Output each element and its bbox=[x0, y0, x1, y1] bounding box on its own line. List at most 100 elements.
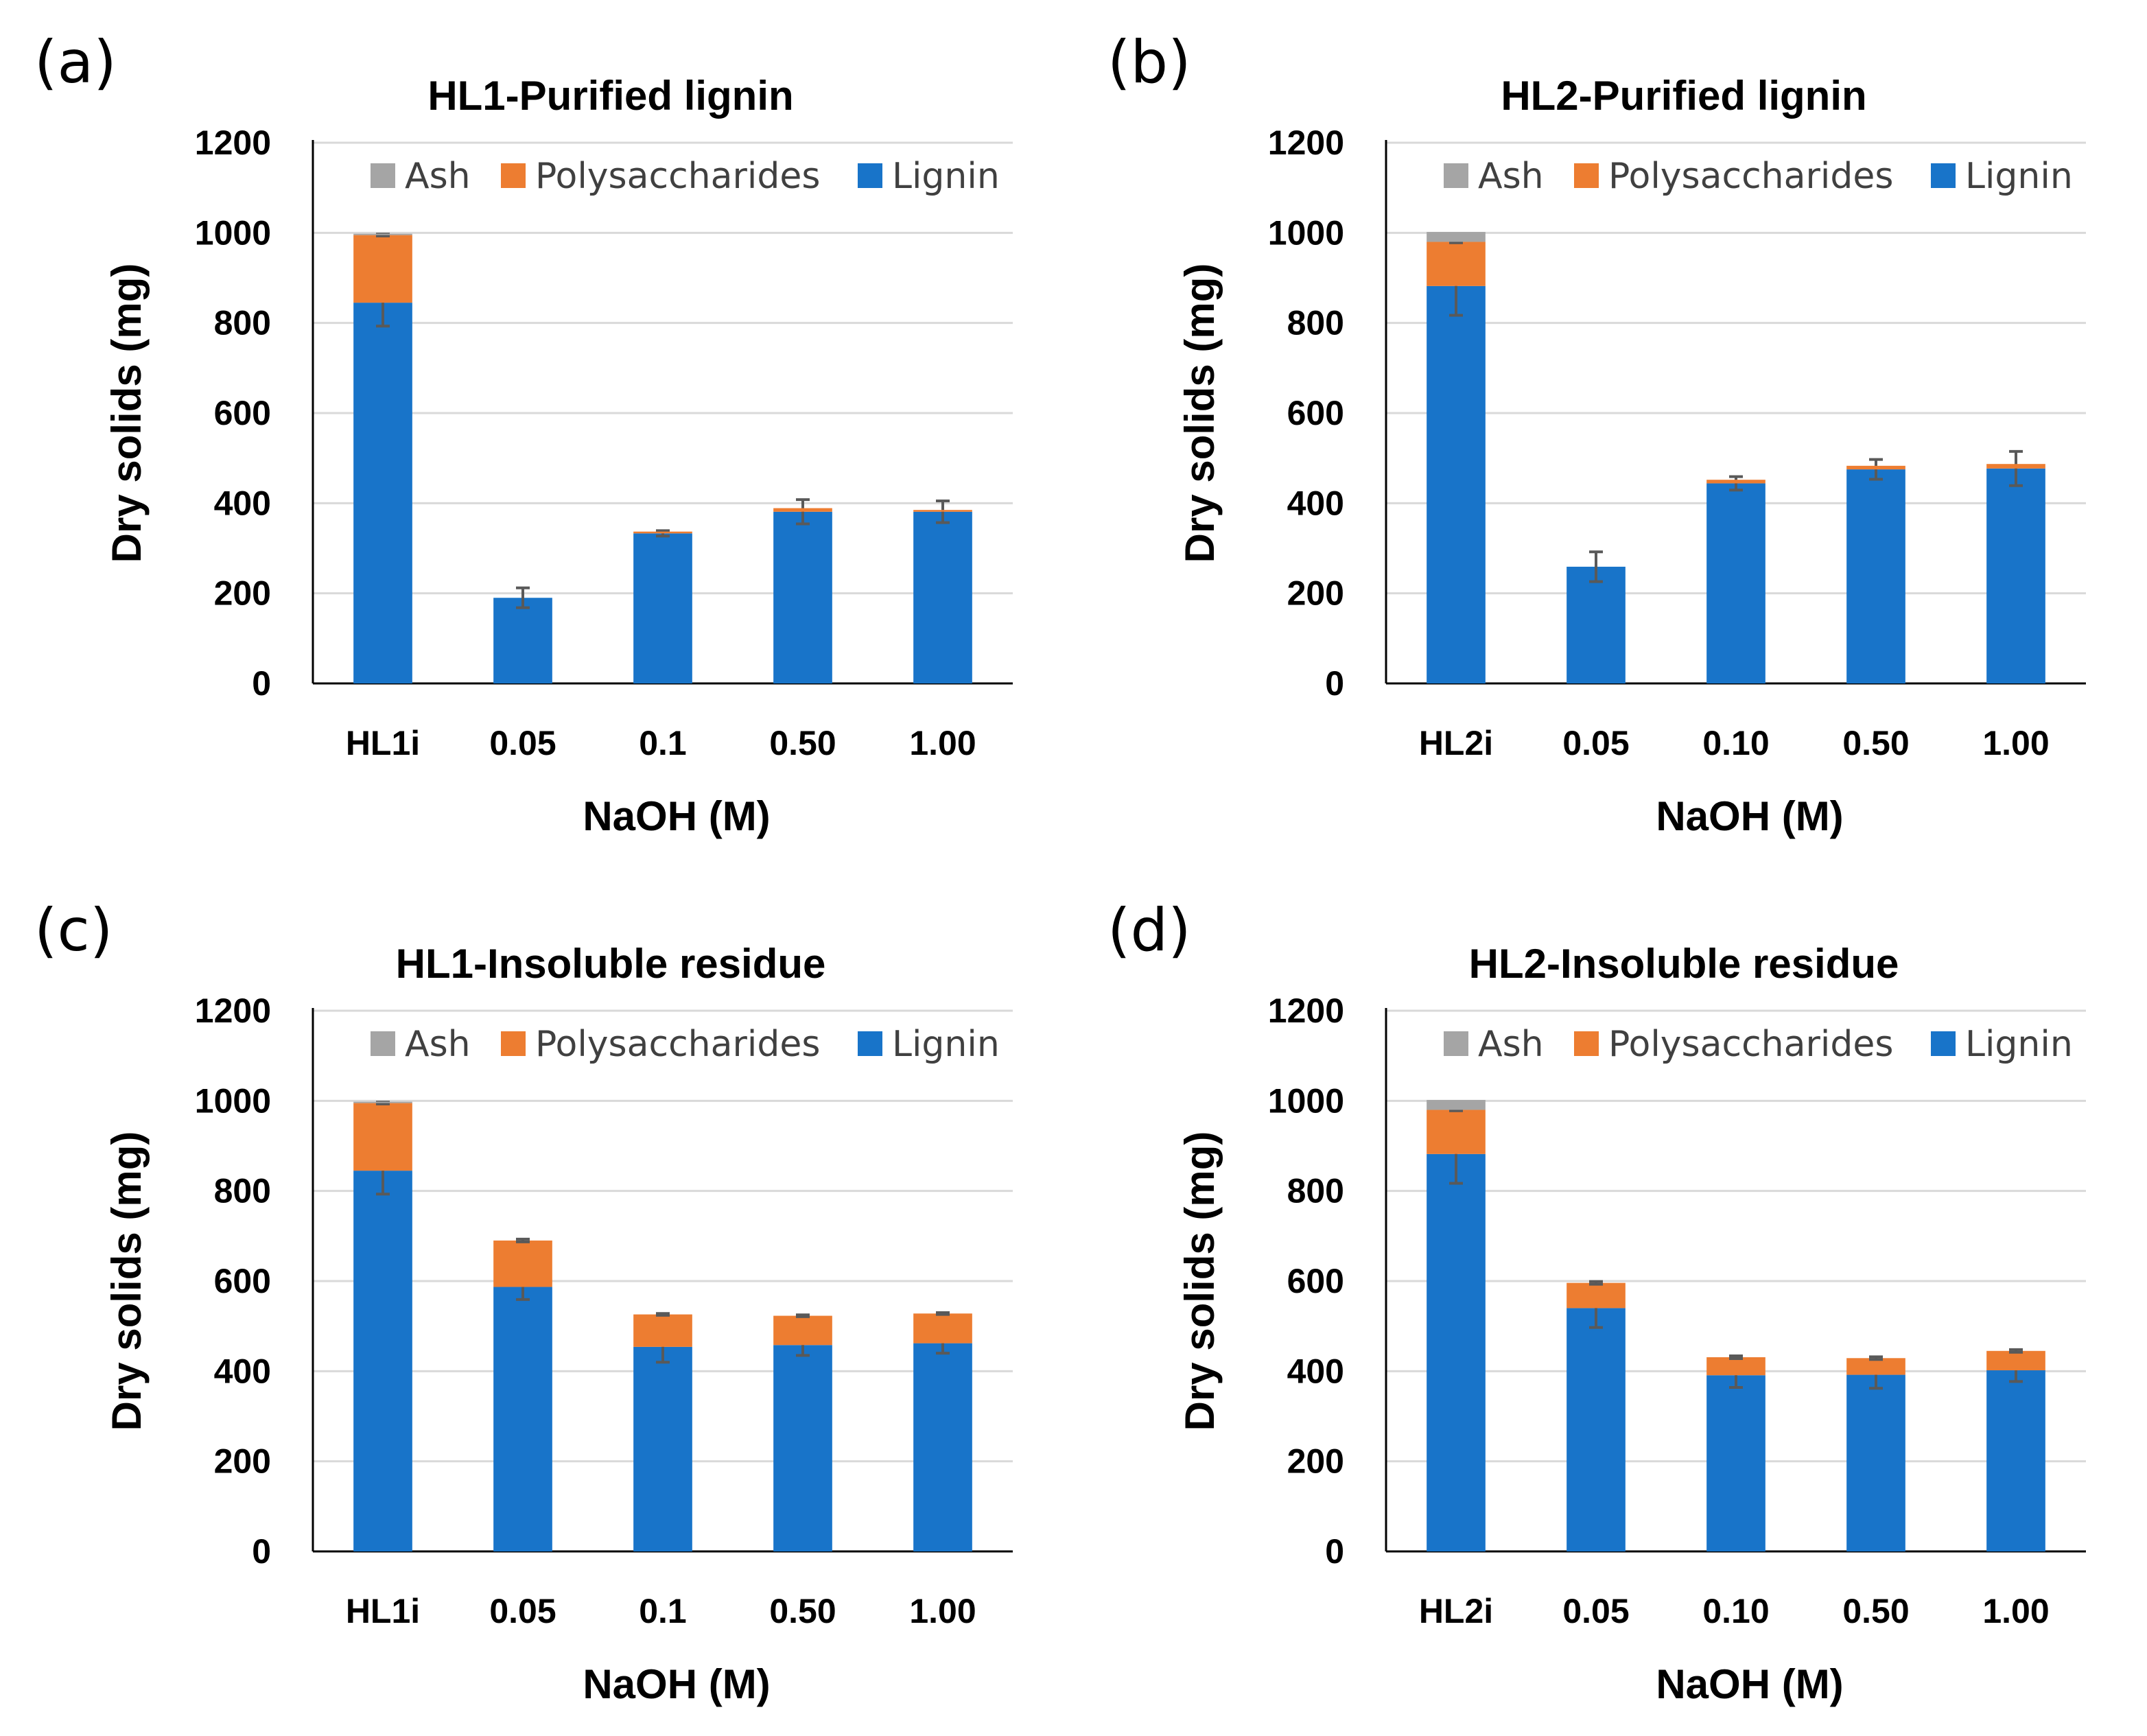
bar-lignin-1.00 bbox=[1986, 468, 2045, 683]
bar-lignin-0.1 bbox=[633, 1346, 692, 1551]
legend-label-ash: Ash bbox=[1478, 156, 1544, 197]
legend-label-polysaccharides: Polysaccharides bbox=[535, 156, 820, 197]
bar-lignin-0.50 bbox=[1846, 1374, 1905, 1551]
legend-swatch-lignin bbox=[1931, 163, 1956, 188]
bar-polysaccharides-0.50 bbox=[1846, 465, 1905, 470]
bar-polysaccharides-0.1 bbox=[633, 1314, 692, 1347]
x-axis-label: NaOH (M) bbox=[1656, 793, 1843, 839]
bar-ash-HL2i bbox=[1427, 1100, 1486, 1110]
legend-swatch-ash bbox=[1444, 163, 1468, 188]
chart-title: HL2-Insoluble residue bbox=[1469, 941, 1899, 987]
bar-polysaccharides-HL2i bbox=[1427, 242, 1486, 286]
y-tick-label: 400 bbox=[214, 1352, 271, 1390]
x-tick-label: 0.05 bbox=[489, 724, 556, 762]
legend-swatch-polysaccharides bbox=[1574, 163, 1599, 188]
bar-lignin-0.50 bbox=[1846, 469, 1905, 683]
bar-lignin-HL2i bbox=[1427, 285, 1486, 683]
y-tick-label: 0 bbox=[1325, 1532, 1344, 1571]
x-tick-label: 0.05 bbox=[489, 1592, 556, 1630]
panel-letter: (b) bbox=[1107, 28, 1191, 97]
chart-svg: (c) HL1-Insoluble residue 0 200 400 600 800 100… bbox=[34, 896, 1013, 1707]
y-tick-label: 400 bbox=[1287, 484, 1344, 522]
chart-svg: (a) HL1-Purified lignin 0 200 400 600 800 1000 1… bbox=[34, 28, 1013, 839]
bar-lignin-0.10 bbox=[1706, 483, 1765, 683]
y-tick-label: 800 bbox=[1287, 1172, 1344, 1210]
chart-title: HL1-Insoluble residue bbox=[396, 941, 826, 987]
x-axis-label: NaOH (M) bbox=[583, 793, 770, 839]
bar-polysaccharides-0.10 bbox=[1706, 480, 1765, 484]
x-tick-label: 0.05 bbox=[1562, 1592, 1629, 1630]
bar-lignin-0.10 bbox=[1706, 1375, 1765, 1551]
bar-lignin-1.00 bbox=[913, 511, 972, 683]
y-tick-label: 400 bbox=[214, 484, 271, 522]
legend-swatch-lignin bbox=[858, 163, 882, 188]
y-tick-label: 400 bbox=[1287, 1352, 1344, 1390]
x-tick-label: 0.50 bbox=[1842, 1592, 1909, 1630]
bar-polysaccharides-0.05 bbox=[493, 1240, 552, 1287]
bar-lignin-0.05 bbox=[493, 598, 552, 683]
x-tick-label: 0.1 bbox=[639, 724, 687, 762]
legend-label-lignin: Lignin bbox=[1965, 1024, 2073, 1065]
y-tick-label: 200 bbox=[214, 574, 271, 613]
bar-polysaccharides-1.00 bbox=[1986, 1350, 2045, 1371]
y-tick-label: 1200 bbox=[195, 124, 271, 162]
chart-svg: (d) HL2-Insoluble residue 0 200 400 600 800 100… bbox=[1107, 896, 2086, 1707]
x-tick-label: 1.00 bbox=[1982, 724, 2049, 762]
bar-lignin-1.00 bbox=[913, 1343, 972, 1551]
x-tick-label: 1.00 bbox=[909, 1592, 976, 1630]
chart-panel-b: (b) HL2-Purified lignin 0 200 400 600 800 1000 1… bbox=[1073, 0, 2146, 868]
chart-panel-c: (c) HL1-Insoluble residue 0 200 400 600 800 100… bbox=[0, 868, 1073, 1736]
bar-lignin-HL2i bbox=[1427, 1153, 1486, 1551]
y-axis-label: Dry solids (mg) bbox=[104, 1131, 150, 1431]
legend-label-lignin: Lignin bbox=[892, 1024, 1000, 1065]
y-tick-label: 1000 bbox=[1268, 1081, 1344, 1120]
x-tick-label: HL1i bbox=[346, 724, 420, 762]
chart-panel-d: (d) HL2-Insoluble residue 0 200 400 600 800 100… bbox=[1073, 868, 2146, 1736]
y-tick-label: 1200 bbox=[1268, 124, 1344, 162]
legend-label-ash: Ash bbox=[405, 1024, 471, 1065]
bar-lignin-0.50 bbox=[773, 1345, 832, 1551]
bar-lignin-0.1 bbox=[633, 533, 692, 683]
y-tick-label: 1000 bbox=[1268, 213, 1344, 252]
bar-polysaccharides-1.00 bbox=[1986, 464, 2045, 469]
y-tick-label: 200 bbox=[1287, 574, 1344, 613]
bar-lignin-0.05 bbox=[493, 1287, 552, 1551]
legend-swatch-ash bbox=[371, 1031, 395, 1056]
bar-polysaccharides-1.00 bbox=[913, 1313, 972, 1344]
x-tick-label: HL1i bbox=[346, 1592, 420, 1630]
bar-lignin-0.50 bbox=[773, 511, 832, 683]
y-tick-label: 600 bbox=[1287, 394, 1344, 432]
bar-lignin-0.05 bbox=[1567, 1308, 1626, 1551]
y-tick-label: 800 bbox=[214, 1172, 271, 1210]
y-tick-label: 600 bbox=[214, 1262, 271, 1300]
legend-swatch-lignin bbox=[1931, 1031, 1956, 1056]
y-tick-label: 1200 bbox=[195, 992, 271, 1030]
y-tick-label: 600 bbox=[1287, 1262, 1344, 1300]
legend-swatch-polysaccharides bbox=[501, 1031, 526, 1056]
legend-label-polysaccharides: Polysaccharides bbox=[1608, 1024, 1893, 1065]
x-tick-label: HL2i bbox=[1419, 1592, 1493, 1630]
bar-polysaccharides-0.50 bbox=[773, 508, 832, 512]
legend-swatch-polysaccharides bbox=[1574, 1031, 1599, 1056]
legend-label-polysaccharides: Polysaccharides bbox=[535, 1024, 820, 1065]
bar-polysaccharides-0.10 bbox=[1706, 1357, 1765, 1376]
legend-swatch-polysaccharides bbox=[501, 163, 526, 188]
bar-polysaccharides-0.50 bbox=[773, 1315, 832, 1346]
y-tick-label: 200 bbox=[1287, 1442, 1344, 1481]
legend-label-lignin: Lignin bbox=[1965, 156, 2073, 197]
bar-lignin-0.05 bbox=[1567, 566, 1626, 683]
bar-polysaccharides-HL2i bbox=[1427, 1110, 1486, 1154]
legend-swatch-lignin bbox=[858, 1031, 882, 1056]
x-axis-label: NaOH (M) bbox=[1656, 1661, 1843, 1707]
x-axis-label: NaOH (M) bbox=[583, 1661, 770, 1707]
chart-title: HL2-Purified lignin bbox=[1501, 73, 1866, 119]
x-tick-label: 0.50 bbox=[769, 724, 836, 762]
legend-swatch-ash bbox=[1444, 1031, 1468, 1056]
bar-lignin-HL1i bbox=[353, 1171, 412, 1551]
chart-panel-a: (a) HL1-Purified lignin 0 200 400 600 800 1000 1… bbox=[0, 0, 1073, 868]
y-tick-label: 800 bbox=[1287, 304, 1344, 342]
chart-title: HL1-Purified lignin bbox=[427, 73, 793, 119]
y-tick-label: 200 bbox=[214, 1442, 271, 1481]
x-tick-label: 0.05 bbox=[1562, 724, 1629, 762]
bar-polysaccharides-0.1 bbox=[633, 531, 692, 534]
